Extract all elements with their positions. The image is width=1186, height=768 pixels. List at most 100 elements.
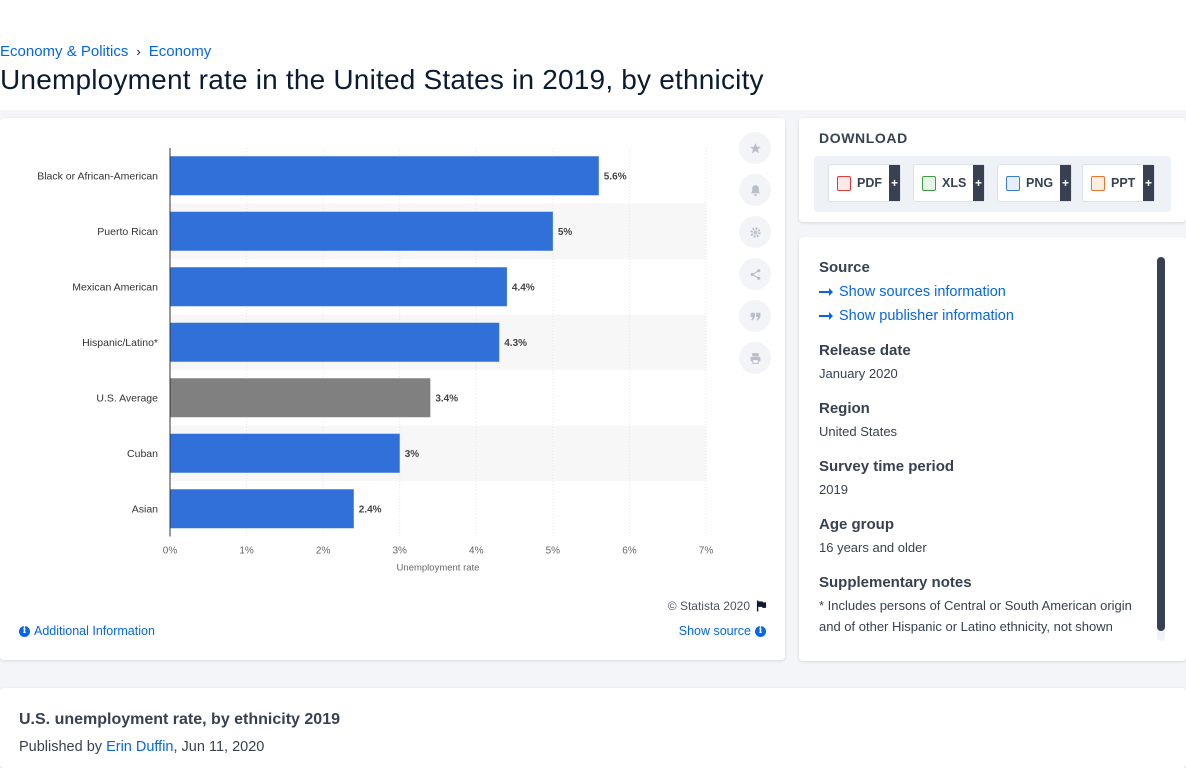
show-source-link[interactable]: Show source i — [679, 624, 766, 638]
category-label: U.S. Average — [96, 392, 158, 404]
chart-card: 0% 1% 2% 3% 4% 5% 6% 7% Black or African-America… — [0, 118, 785, 660]
breadcrumb-link-economy[interactable]: Economy — [148, 43, 212, 60]
value-label: 4.4% — [512, 282, 535, 293]
bar — [170, 378, 431, 418]
pdf-file-icon — [837, 175, 851, 191]
download-card: DOWNLOAD PDF + XLS + PNG + PPT + — [799, 118, 1186, 222]
ppt-plus-icon: + — [1142, 165, 1154, 201]
bar — [170, 322, 500, 362]
info-icon: i — [755, 625, 766, 637]
region-label: Region — [819, 400, 870, 417]
value-label: 3% — [405, 449, 420, 460]
download-png-label: PNG — [1026, 176, 1054, 190]
favorite-button[interactable] — [739, 132, 771, 164]
download-ppt-label: PPT — [1111, 176, 1136, 190]
published-prefix: Published by — [19, 739, 103, 755]
png-plus-icon: + — [1059, 165, 1071, 201]
value-label: 4.3% — [504, 338, 527, 349]
info-icon: i — [19, 625, 30, 637]
download-xls-button[interactable]: XLS + — [913, 164, 985, 202]
supplementary-notes-value: * Includes persons of Central or South A… — [819, 598, 1132, 634]
download-pdf-button[interactable]: PDF + — [828, 164, 901, 202]
info-scroll-area[interactable]: Source Show sources information Show pub… — [819, 259, 1149, 639]
value-label: 5.6% — [604, 171, 627, 182]
category-label: Asian — [132, 503, 158, 515]
download-ppt-button[interactable]: PPT + — [1082, 164, 1155, 202]
settings-button[interactable] — [739, 216, 771, 248]
bell-icon — [750, 184, 760, 196]
chart-toolbar — [739, 132, 771, 374]
quote-icon — [750, 312, 760, 320]
x-tick-label: 5% — [546, 546, 561, 557]
download-xls-label: XLS — [942, 176, 967, 190]
release-date-label: Release date — [819, 342, 911, 359]
arrow-right-icon — [819, 312, 833, 320]
notification-button[interactable] — [739, 174, 771, 206]
value-label: 2.4% — [359, 504, 382, 515]
arrow-right-icon — [819, 288, 833, 296]
download-pdf-label: PDF — [857, 176, 882, 190]
breadcrumb-separator: › — [136, 44, 141, 59]
x-axis-title: Unemployment rate — [397, 563, 480, 574]
x-tick-label: 0% — [163, 546, 178, 557]
x-tick-label: 7% — [699, 546, 714, 557]
show-publisher-link[interactable]: Show publisher information — [819, 304, 1149, 328]
breadcrumb-link-economy-politics[interactable]: Economy & Politics — [0, 43, 129, 60]
download-buttons: PDF + XLS + PNG + PPT + — [814, 156, 1171, 212]
xls-plus-icon: + — [972, 165, 984, 201]
age-group-value: 16 years and older — [819, 540, 927, 555]
x-tick-label: 4% — [469, 546, 484, 557]
show-sources-link[interactable]: Show sources information — [819, 280, 1149, 304]
show-sources-label: Show sources information — [839, 284, 1006, 300]
category-label: Puerto Rican — [97, 226, 158, 238]
bar — [170, 489, 354, 529]
statistic-details: U.S. unemployment rate, by ethnicity 201… — [0, 688, 1186, 768]
share-button[interactable] — [739, 258, 771, 290]
category-label: Hispanic/Latino* — [82, 337, 158, 349]
category-label: Mexican American — [72, 281, 158, 293]
flag-icon[interactable] — [756, 600, 767, 612]
gear-icon — [749, 226, 761, 238]
header-band: Economy & Politics › Economy Unemploymen… — [0, 0, 1186, 110]
info-scrollbar[interactable] — [1157, 257, 1165, 641]
value-label: 5% — [558, 227, 573, 238]
x-tick-label: 3% — [392, 546, 407, 557]
release-date-value: January 2020 — [819, 366, 898, 381]
png-file-icon — [1006, 175, 1020, 191]
show-source-label: Show source — [678, 624, 751, 638]
bar — [170, 267, 507, 307]
supplementary-notes-label: Supplementary notes — [819, 574, 972, 591]
star-icon — [749, 142, 761, 153]
x-tick-label: 2% — [316, 546, 331, 557]
published-line: Published by Erin Duffin, Jun 11, 2020 — [19, 739, 264, 755]
info-card: Source Show sources information Show pub… — [799, 237, 1186, 661]
additional-information-link[interactable]: i Additional Information — [19, 624, 155, 638]
print-button[interactable] — [739, 342, 771, 374]
copyright-text: © Statista 2020 — [667, 599, 750, 613]
share-icon — [750, 268, 760, 280]
x-tick-label: 1% — [239, 546, 254, 557]
statistic-title: U.S. unemployment rate, by ethnicity 201… — [19, 711, 340, 728]
pdf-plus-icon: + — [888, 165, 900, 201]
cite-button[interactable] — [739, 300, 771, 332]
show-publisher-label: Show publisher information — [839, 308, 1014, 324]
author-link[interactable]: Erin Duffin — [106, 739, 174, 755]
bar-chart: 0% 1% 2% 3% 4% 5% 6% 7% Black or African-America… — [37, 148, 714, 574]
bar — [170, 211, 553, 251]
survey-period-label: Survey time period — [819, 458, 955, 475]
value-label: 3.4% — [435, 393, 458, 404]
xls-file-icon — [922, 175, 936, 191]
bar — [170, 433, 400, 473]
source-label: Source — [819, 259, 870, 276]
category-label: Cuban — [127, 448, 158, 460]
bar — [170, 156, 599, 196]
print-icon — [750, 352, 760, 364]
breadcrumb: Economy & Politics › Economy — [0, 43, 211, 60]
category-label: Black or African-American — [37, 170, 158, 182]
survey-period-value: 2019 — [819, 482, 848, 497]
scrollbar-thumb[interactable] — [1157, 257, 1165, 631]
download-png-button[interactable]: PNG + — [997, 164, 1072, 202]
age-group-label: Age group — [819, 516, 894, 533]
download-title: DOWNLOAD — [819, 130, 908, 146]
page-title: Unemployment rate in the United States i… — [0, 64, 764, 95]
